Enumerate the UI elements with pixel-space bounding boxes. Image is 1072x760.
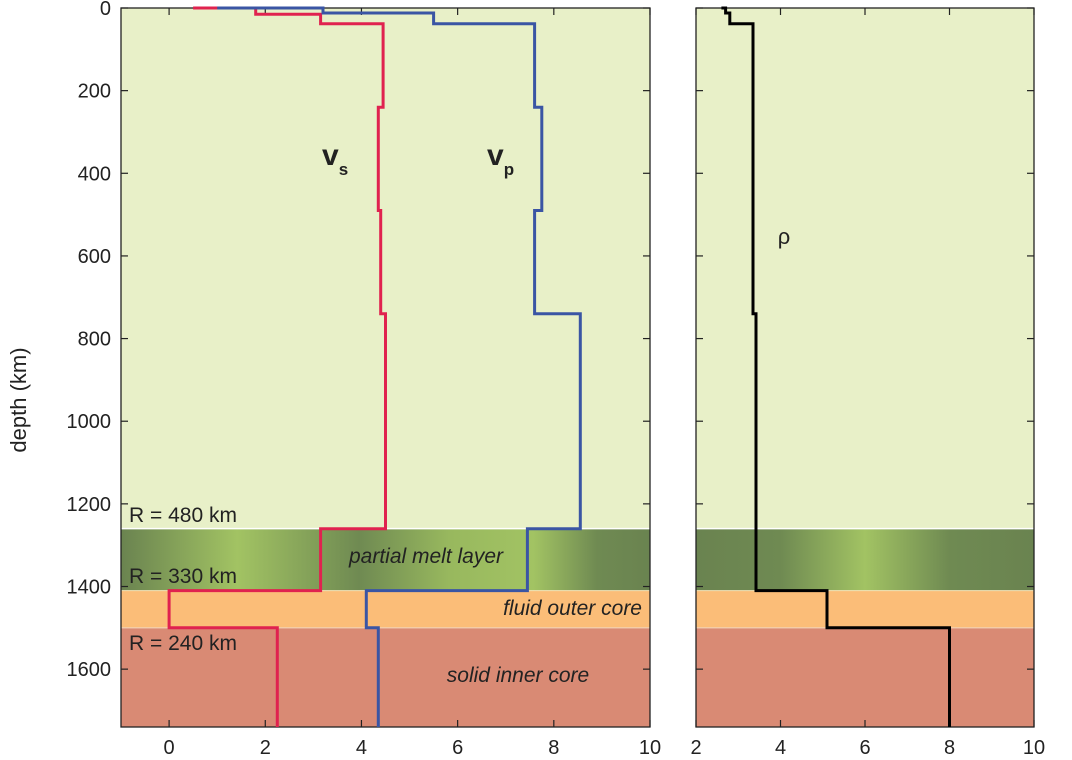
rho-label: ρ xyxy=(778,224,791,249)
vs-label: vs xyxy=(322,139,348,179)
x-tick-label: 6 xyxy=(859,737,870,759)
radius-label-330: R = 330 km xyxy=(129,565,237,588)
y-tick-label: 1600 xyxy=(67,659,112,681)
x-tick-label: 6 xyxy=(452,737,463,759)
x-tick-label: 8 xyxy=(548,737,559,759)
solid-inner-core-layer xyxy=(121,627,650,727)
partial-melt-layer xyxy=(121,528,650,591)
partial-melt-layer xyxy=(696,528,1034,591)
radius-label-240: R = 240 km xyxy=(129,632,237,655)
y-axis-label: depth (km) xyxy=(6,347,31,452)
density-panel: 2 4 6 8 10 ρ xyxy=(690,6,1045,759)
plot-frame xyxy=(120,7,651,728)
x-tick-label: 10 xyxy=(1023,737,1045,759)
y-tick-label: 1400 xyxy=(67,577,112,599)
x-tick-label: 8 xyxy=(944,737,955,759)
x-tick-label: 0 xyxy=(164,737,175,759)
vs-curve xyxy=(167,6,387,727)
x-tick-label: 2 xyxy=(690,737,701,759)
velocity-panel: 0 2 4 6 8 10 0 200 400 600 800 1000 1200 1400 1600 part… xyxy=(67,0,662,759)
x-tick-label: 4 xyxy=(775,737,786,759)
vp-curve xyxy=(217,6,582,727)
y-tick-label: 800 xyxy=(78,329,111,351)
y-tick-label: 1200 xyxy=(67,494,112,516)
x-tick-label: 10 xyxy=(639,737,661,759)
vp-label: vp xyxy=(487,139,514,179)
fluid-outer-core-label: fluid outer core xyxy=(503,597,642,620)
y-tick-label: 0 xyxy=(100,0,111,20)
mantle-layer xyxy=(696,8,1034,529)
x-tick-label: 4 xyxy=(356,737,367,759)
y-tick-label: 1000 xyxy=(67,411,112,433)
fluid-outer-core-layer xyxy=(696,590,1034,628)
density-curve xyxy=(721,6,951,727)
x-tick-label: 2 xyxy=(260,737,271,759)
partial-melt-layer-label: partial melt layer xyxy=(348,545,504,568)
radius-label-480: R = 480 km xyxy=(129,504,237,527)
y-tick-label: 600 xyxy=(78,246,111,268)
y-tick-label: 200 xyxy=(78,81,111,103)
solid-inner-core-label: solid inner core xyxy=(447,664,589,687)
fluid-outer-core-layer xyxy=(121,590,650,628)
y-tick-label: 400 xyxy=(78,163,111,185)
solid-inner-core-layer xyxy=(696,627,1034,727)
